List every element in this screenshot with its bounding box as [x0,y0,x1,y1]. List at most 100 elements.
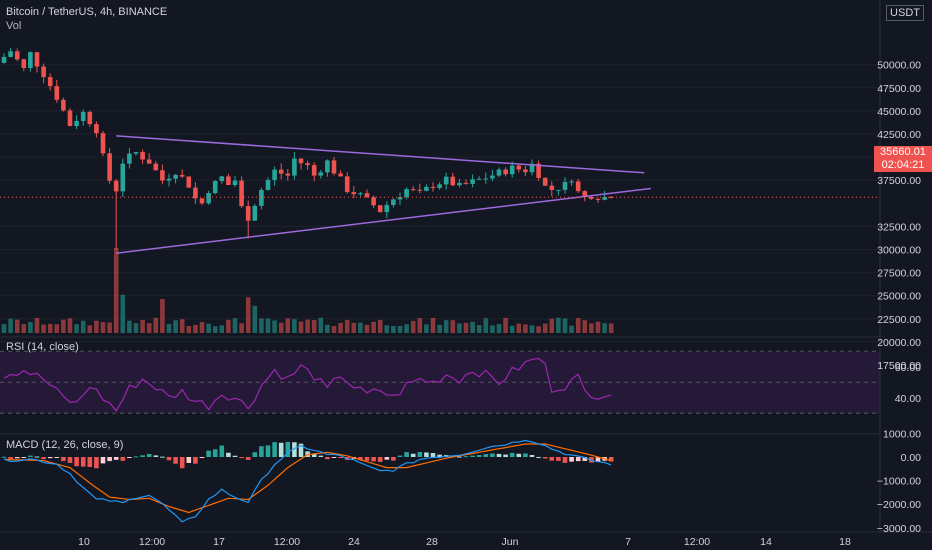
volume-bar [232,318,238,333]
candle-body [74,120,79,126]
macd-histogram-bar [424,452,429,457]
symbol-title[interactable]: Bitcoin / TetherUS, 4h, BINANCE [6,6,168,18]
price-tick-label: 37500.00 [877,175,921,187]
macd-signal-line[interactable] [3,443,612,514]
macd-histogram-bar [94,457,99,469]
price-tick-label: 27500.00 [877,268,921,280]
candle-body [166,178,172,181]
macd-histogram-bar [562,457,568,463]
time-tick-label: 12:00 [274,536,300,548]
macd-histogram-bar [252,452,258,457]
candle-body [582,191,588,197]
candle-body [133,152,139,154]
price-tick-label: 17500.00 [877,360,921,372]
macd-histogram-bar [140,455,145,457]
volume-bar [404,324,409,333]
volume-bar [219,325,225,333]
volume-bar [608,323,614,333]
volume-bar [318,317,324,333]
candle-body [391,199,396,206]
candle-body [424,186,429,191]
macd-histogram-bar [311,453,317,457]
macd-histogram-bar [28,455,33,457]
volume-bar [193,324,198,333]
macd-tick-label: 0.00 [901,452,922,464]
macd-histogram-bar [516,453,522,457]
volume-bar [325,324,330,333]
macd-histogram-bar [74,457,79,467]
volume-bar [595,321,601,333]
macd-histogram-bar [239,457,244,459]
volume-bar [516,323,522,333]
volume-bar [113,248,119,333]
candle-body [589,196,594,200]
volume-bar [21,324,27,333]
volume-bar [14,319,20,333]
macd-histogram-bar [107,457,112,462]
candle-body [100,133,106,154]
macd-pane[interactable] [0,433,880,523]
candle-body [239,180,244,207]
candle-body [404,189,409,198]
macd-histogram-bar [166,457,172,461]
macd-histogram-bar [146,453,152,457]
price-tick-label: 22500.00 [877,314,921,326]
volume-bar [437,324,442,333]
candle-body [364,193,370,198]
candle-body [311,165,317,176]
macd-histogram-bar [127,457,132,458]
time-tick-label: 24 [348,536,360,548]
macd-line[interactable] [3,439,612,523]
time-tick-label: 14 [760,536,772,548]
macd-histogram-bar [437,454,442,457]
macd-histogram-bar [245,457,251,460]
volume-bar [146,323,152,333]
volume-bar [311,320,317,333]
rsi-line[interactable] [3,357,612,412]
volume-bar [542,323,548,333]
price-tick-label: 42500.00 [877,129,921,141]
macd-histogram-bar [120,457,126,461]
upper-trendline[interactable] [116,135,645,174]
macd-tick-label: −1000.00 [877,476,921,488]
candle-body [523,169,528,173]
candle-body [160,170,165,181]
volume-bar [417,318,423,333]
candle-body [265,179,271,190]
candle-body [377,205,383,213]
candle-body [358,193,363,195]
candle-body [556,189,561,191]
volume-bar [80,320,86,333]
volume-bar [305,319,310,333]
volume-bar [28,322,33,333]
macd-label[interactable]: MACD (12, 26, close, 9) [6,439,124,451]
rsi-pane[interactable] [0,336,880,414]
macd-histogram-bar [476,454,482,457]
price-tick-label: 20000.00 [877,337,921,349]
candle-body [226,176,231,186]
price-tick-label: 32500.00 [877,221,921,233]
candle-body [285,173,291,176]
volume-bar [285,318,291,333]
volume-bar [575,318,581,333]
candle-body [153,163,159,171]
volume-bar [457,323,462,333]
macd-histogram-bar [325,457,330,460]
volume-bar [470,321,475,333]
macd-histogram-bar [377,457,383,462]
volume-bar [107,322,112,333]
candle-body [602,196,607,200]
candle-body [305,163,310,166]
candle-body [298,158,304,164]
lower-trendline[interactable] [116,187,651,254]
candle-body [232,180,238,186]
candle-body [575,181,581,192]
macd-histogram-bar [67,457,73,463]
rsi-label[interactable]: RSI (14, close) [6,341,79,353]
candle-body [371,197,376,206]
volume-bar [443,320,449,333]
volume-bar [94,320,99,333]
scale-currency-label[interactable]: USDT [886,5,924,21]
rsi-tick-label: 40.00 [895,393,921,405]
